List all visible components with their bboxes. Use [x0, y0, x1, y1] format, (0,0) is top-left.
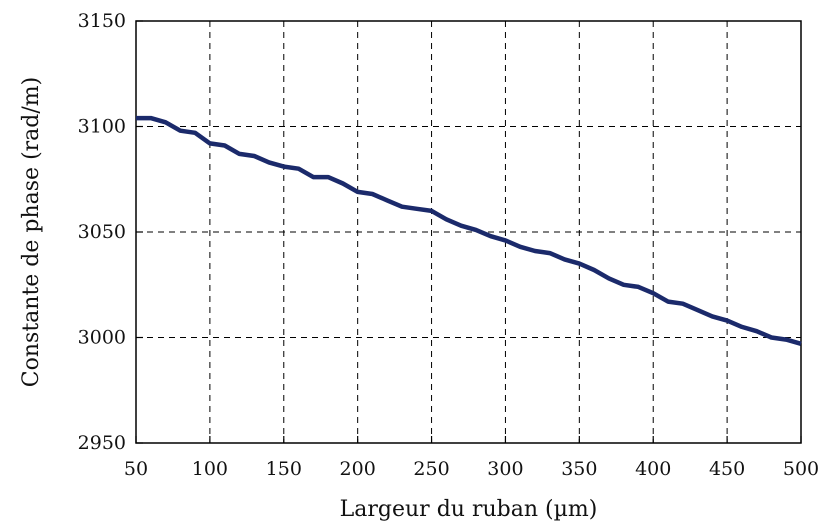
- x-tick-labels: 50 100 150 200 250 300 350 400 450 500: [124, 458, 819, 480]
- x-axis-title: Largeur du ruban (µm): [340, 497, 598, 522]
- series-line: [136, 115, 802, 346]
- y-tick-label: 3050: [78, 221, 126, 243]
- x-tick-label: 150: [266, 458, 302, 480]
- y-tick-labels: 2950 3000 3050 3100 3150: [78, 10, 126, 454]
- x-tick-label: 250: [413, 458, 449, 480]
- grid-lines: [136, 21, 801, 443]
- y-tick-label: 3100: [78, 116, 126, 138]
- y-tick-label: 3150: [78, 10, 126, 32]
- x-tick-label: 400: [635, 458, 671, 480]
- x-tick-label: 500: [783, 458, 819, 480]
- y-axis-title: Constante de phase (rad/m): [19, 77, 44, 387]
- x-tick-label: 50: [124, 458, 148, 480]
- axis-ticks: [135, 20, 802, 444]
- x-tick-label: 350: [561, 458, 597, 480]
- x-tick-label: 100: [192, 458, 228, 480]
- series-group: [136, 115, 802, 346]
- x-tick-label: 200: [340, 458, 376, 480]
- x-tick-label: 450: [709, 458, 745, 480]
- y-tick-label: 3000: [78, 327, 126, 349]
- y-tick-label: 2950: [78, 432, 126, 454]
- x-tick-label: 300: [487, 458, 523, 480]
